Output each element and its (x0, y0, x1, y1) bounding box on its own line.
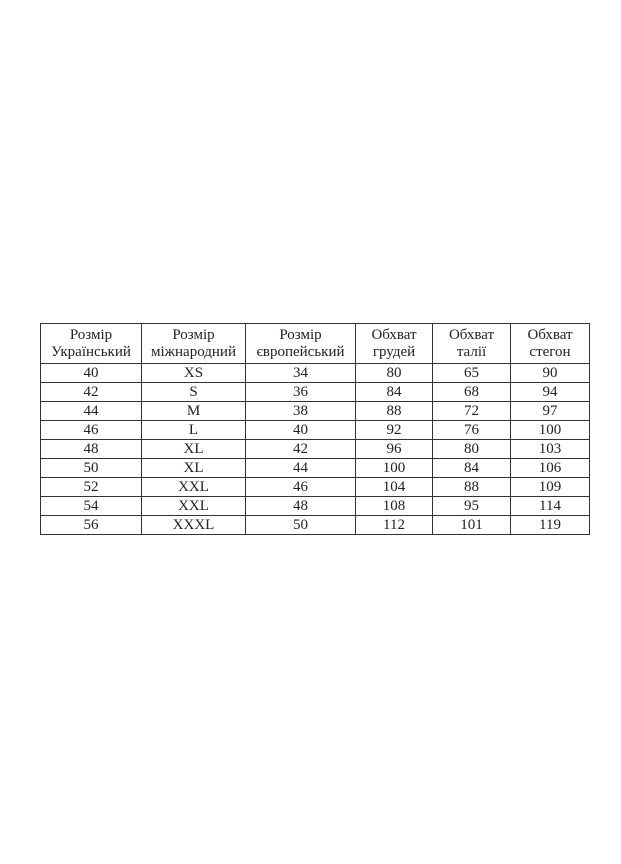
table-cell: XL (141, 439, 246, 459)
table-cell: L (141, 420, 246, 440)
column-header-line: європейський (256, 343, 345, 360)
table-cell: 80 (355, 363, 433, 383)
table-cell: XL (141, 458, 246, 478)
table-cell: 42 (40, 382, 142, 402)
table-cell: 112 (355, 515, 433, 535)
table-cell: 88 (432, 477, 511, 497)
table-row: 56 XXXL 50 112 101 119 (40, 515, 590, 535)
table-cell: 56 (40, 515, 142, 535)
size-chart-table: Розмір Український Розмір міжнародний Розмір… (40, 323, 590, 535)
column-header-line: Обхват (527, 326, 573, 343)
table-cell: S (141, 382, 246, 402)
table-cell: 52 (40, 477, 142, 497)
table-cell: 36 (245, 382, 356, 402)
table-cell: 109 (510, 477, 590, 497)
table-row: 52 XXL 46 104 88 109 (40, 477, 590, 497)
table-cell: 38 (245, 401, 356, 421)
table-cell: 72 (432, 401, 511, 421)
table-cell: 80 (432, 439, 511, 459)
column-header-line: Обхват (448, 326, 495, 343)
table-cell: 96 (355, 439, 433, 459)
table-cell: 106 (510, 458, 590, 478)
table-cell: XS (141, 363, 246, 383)
table-cell: 88 (355, 401, 433, 421)
table-cell: 48 (245, 496, 356, 516)
header-row: Розмір Український Розмір міжнародний Розмір… (40, 323, 590, 364)
table-cell: 100 (355, 458, 433, 478)
column-header-line: Розмір (279, 326, 322, 343)
table-cell: 50 (40, 458, 142, 478)
table-row: 44 M 38 88 72 97 (40, 401, 590, 421)
table-cell: 92 (355, 420, 433, 440)
table-row: 54 XXL 48 108 95 114 (40, 496, 590, 516)
table-cell: 84 (432, 458, 511, 478)
column-header: Розмір Український (40, 323, 142, 364)
column-header-line: стегон (529, 343, 571, 360)
table-row: 50 XL 44 100 84 106 (40, 458, 590, 478)
table-cell: 114 (510, 496, 590, 516)
column-header: Обхват грудей (355, 323, 433, 364)
table-cell: 44 (245, 458, 356, 478)
column-header: Розмір міжнародний (141, 323, 246, 364)
column-header: Обхват стегон (510, 323, 590, 364)
table-cell: 103 (510, 439, 590, 459)
table-cell: XXL (141, 477, 246, 497)
table-cell: 44 (40, 401, 142, 421)
table-cell: 95 (432, 496, 511, 516)
column-header: Обхват талії (432, 323, 511, 364)
column-header-line: Розмір (69, 326, 113, 343)
table-cell: XXL (141, 496, 246, 516)
table-cell: 40 (40, 363, 142, 383)
table-cell: 34 (245, 363, 356, 383)
table-cell: 97 (510, 401, 590, 421)
table-cell: 108 (355, 496, 433, 516)
table-row: 46 L 40 92 76 100 (40, 420, 590, 440)
column-header-line: Український (51, 343, 131, 360)
table-cell: 100 (510, 420, 590, 440)
column-header-line: талії (456, 343, 487, 360)
table-cell: 48 (40, 439, 142, 459)
table-cell: 76 (432, 420, 511, 440)
column-header-line: Обхват (371, 326, 417, 343)
table-cell: 119 (510, 515, 590, 535)
table-cell: 94 (510, 382, 590, 402)
table-cell: 42 (245, 439, 356, 459)
table-cell: 84 (355, 382, 433, 402)
table-cell: 46 (245, 477, 356, 497)
table-cell: 104 (355, 477, 433, 497)
column-header-line: міжнародний (151, 343, 236, 360)
column-header-line: Розмір (172, 326, 215, 343)
table-row: 42 S 36 84 68 94 (40, 382, 590, 402)
table-cell: 65 (432, 363, 511, 383)
table-cell: M (141, 401, 246, 421)
table-cell: 101 (432, 515, 511, 535)
table-row: 48 XL 42 96 80 103 (40, 439, 590, 459)
column-header-line: грудей (372, 343, 416, 360)
table-cell: 50 (245, 515, 356, 535)
table-cell: 54 (40, 496, 142, 516)
column-header: Розмір європейський (245, 323, 356, 364)
table-cell: 90 (510, 363, 590, 383)
table-cell: 40 (245, 420, 356, 440)
table-row: 40 XS 34 80 65 90 (40, 363, 590, 383)
table-cell: 68 (432, 382, 511, 402)
table-cell: XXXL (141, 515, 246, 535)
table-cell: 46 (40, 420, 142, 440)
